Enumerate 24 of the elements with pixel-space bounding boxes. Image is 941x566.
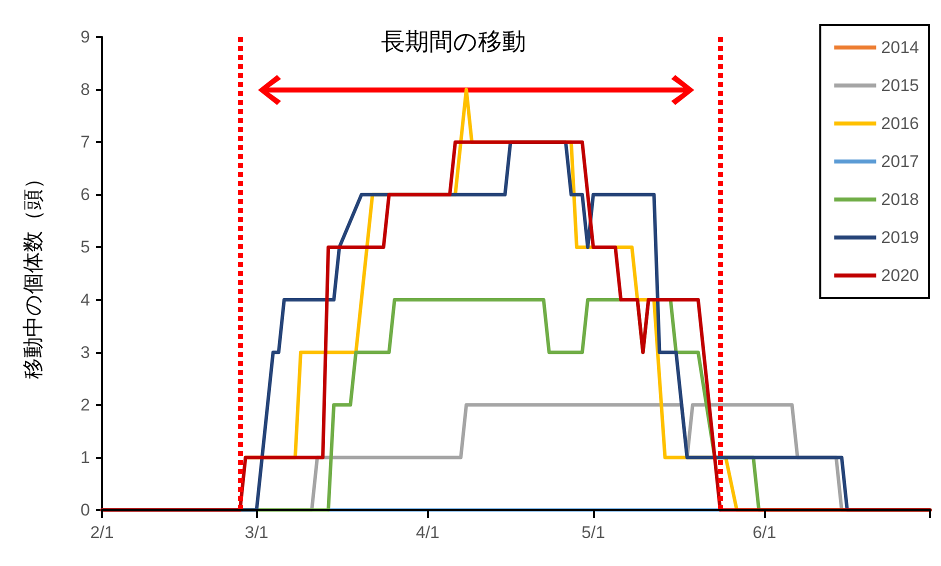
y-tick-label: 5 bbox=[80, 238, 90, 257]
legend-label: 2020 bbox=[881, 266, 920, 285]
legend-label: 2018 bbox=[881, 190, 920, 209]
legend-label: 2016 bbox=[881, 114, 920, 133]
y-tick-label: 4 bbox=[80, 290, 90, 310]
legend-label: 2014 bbox=[881, 38, 920, 57]
y-tick-label: 7 bbox=[80, 132, 90, 152]
legend-label: 2017 bbox=[881, 152, 920, 171]
x-tick-label: 5/1 bbox=[581, 523, 606, 542]
x-tick-label: 3/1 bbox=[244, 523, 268, 542]
y-tick-label: 9 bbox=[80, 28, 90, 46]
y-axis-title: 移動中の個体数（頭） bbox=[22, 168, 45, 379]
legend-label: 2015 bbox=[881, 76, 920, 95]
y-tick-label: 6 bbox=[80, 185, 90, 204]
y-tick-label: 0 bbox=[80, 500, 90, 520]
x-tick-label: 2/1 bbox=[90, 523, 114, 542]
y-tick-label: 1 bbox=[80, 448, 90, 467]
annotation: 長期間の移動 bbox=[381, 28, 526, 56]
x-tick-label: 4/1 bbox=[416, 523, 440, 542]
legend-label: 2019 bbox=[881, 228, 920, 247]
y-tick-label: 3 bbox=[80, 342, 90, 362]
x-tick-label: 6/1 bbox=[752, 523, 776, 542]
y-tick-label: 2 bbox=[80, 395, 90, 414]
y-tick-label: 8 bbox=[80, 80, 90, 100]
